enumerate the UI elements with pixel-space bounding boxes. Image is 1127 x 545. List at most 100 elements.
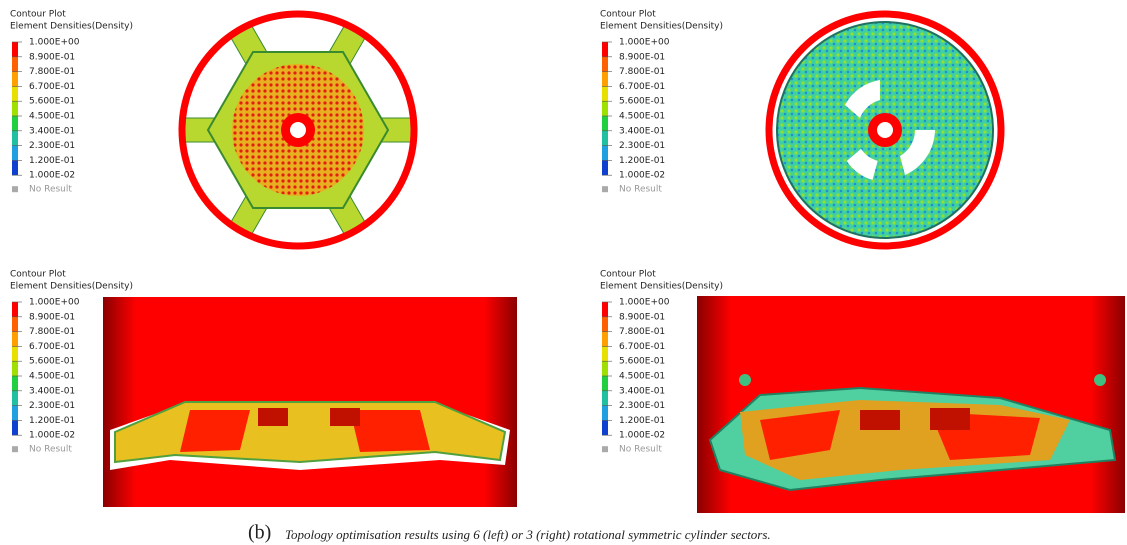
legend-label: 8.900E-01 xyxy=(29,312,75,322)
legend-label: 6.700E-01 xyxy=(619,342,665,352)
legend-label: 5.600E-01 xyxy=(29,357,75,367)
legend-subtitle: Element Densities(Density) xyxy=(600,282,723,292)
color-bar xyxy=(12,57,18,72)
legend-title: Contour Plot xyxy=(600,270,656,280)
legend-label: 1.200E-01 xyxy=(29,416,75,426)
density-plot xyxy=(182,14,414,246)
legend-label: 2.300E-01 xyxy=(619,141,665,151)
legend-label: 6.700E-01 xyxy=(619,82,665,92)
no-result-swatch xyxy=(602,446,608,452)
no-result-swatch xyxy=(602,186,608,192)
color-bar xyxy=(602,160,608,175)
legend-label: 2.300E-01 xyxy=(619,401,665,411)
density-plot xyxy=(697,296,1125,513)
color-bar xyxy=(602,42,608,57)
color-bar xyxy=(12,346,18,361)
legend-label: 3.400E-01 xyxy=(619,386,665,396)
color-bar xyxy=(602,376,608,391)
legend-label: 7.800E-01 xyxy=(619,67,665,77)
color-bar xyxy=(602,86,608,101)
legend-label: 1.200E-01 xyxy=(619,156,665,166)
color-bar xyxy=(602,346,608,361)
color-bar xyxy=(12,302,18,317)
caption-text: Topology optimisation results using 6 (l… xyxy=(285,527,771,542)
legend-label: 8.900E-01 xyxy=(619,312,665,322)
color-bar xyxy=(12,391,18,406)
color-bar xyxy=(12,101,18,116)
legend-label: 4.500E-01 xyxy=(29,112,75,122)
legend: Contour Plot Element Densities(Density) 1.… xyxy=(600,10,723,195)
legend: Contour Plot Element Densities(Density) 1.… xyxy=(10,10,133,195)
legend-title: Contour Plot xyxy=(600,10,656,20)
color-bar xyxy=(12,317,18,332)
legend-label: 7.800E-01 xyxy=(29,327,75,337)
legend-label: 1.200E-01 xyxy=(619,416,665,426)
legend-label: 2.300E-01 xyxy=(29,401,75,411)
legend-label: 6.700E-01 xyxy=(29,342,75,352)
color-bar xyxy=(602,420,608,435)
caption-label: (b) xyxy=(248,522,271,544)
legend-label: 7.800E-01 xyxy=(29,67,75,77)
legend-label: 1.000E-02 xyxy=(619,171,665,181)
color-bar xyxy=(602,391,608,406)
color-bar xyxy=(602,57,608,72)
legend-label: 7.800E-01 xyxy=(619,327,665,337)
color-bar xyxy=(602,146,608,161)
color-bar xyxy=(602,317,608,332)
legend-label: 4.500E-01 xyxy=(29,372,75,382)
color-bar xyxy=(12,420,18,435)
legend-subtitle: Element Densities(Density) xyxy=(10,22,133,32)
color-bar xyxy=(12,332,18,347)
legend-label: 8.900E-01 xyxy=(29,52,75,62)
color-bar xyxy=(602,302,608,317)
legend-label: 3.400E-01 xyxy=(619,126,665,136)
color-bar xyxy=(12,146,18,161)
legend-label: 6.700E-01 xyxy=(29,82,75,92)
color-bar xyxy=(12,116,18,131)
density-plot xyxy=(769,14,1001,246)
legend-label: 8.900E-01 xyxy=(619,52,665,62)
figure: (b) Topology optimisation results using … xyxy=(0,0,1127,545)
legend-label: 5.600E-01 xyxy=(619,357,665,367)
color-bar xyxy=(12,131,18,146)
legend-label: 1.200E-01 xyxy=(29,156,75,166)
legend-label: 1.000E-02 xyxy=(29,431,75,441)
no-result: No Result xyxy=(29,445,72,455)
color-bar xyxy=(12,160,18,175)
legend-label: 2.300E-01 xyxy=(29,141,75,151)
legend-label: 1.000E+00 xyxy=(619,298,670,308)
legend-label: 4.500E-01 xyxy=(619,372,665,382)
legend-label: 1.000E-02 xyxy=(619,431,665,441)
color-bar xyxy=(602,131,608,146)
legend-title: Contour Plot xyxy=(10,10,66,20)
legend-label: 3.400E-01 xyxy=(29,126,75,136)
legend-label: 1.000E-02 xyxy=(29,171,75,181)
color-bar xyxy=(12,406,18,421)
legend-label: 5.600E-01 xyxy=(619,97,665,107)
legend-label: 1.000E+00 xyxy=(619,38,670,48)
no-result: No Result xyxy=(619,445,662,455)
color-bar xyxy=(12,42,18,57)
color-bar xyxy=(602,361,608,376)
no-result: No Result xyxy=(619,185,662,195)
color-bar xyxy=(602,116,608,131)
legend-label: 5.600E-01 xyxy=(29,97,75,107)
legend-label: 4.500E-01 xyxy=(619,112,665,122)
legend-subtitle: Element Densities(Density) xyxy=(600,22,723,32)
legend-subtitle: Element Densities(Density) xyxy=(10,282,133,292)
color-bar xyxy=(602,101,608,116)
color-bar xyxy=(602,406,608,421)
no-result-swatch xyxy=(12,186,18,192)
legend-title: Contour Plot xyxy=(10,270,66,280)
no-result-swatch xyxy=(12,446,18,452)
color-bar xyxy=(12,361,18,376)
legend-label: 1.000E+00 xyxy=(29,38,80,48)
color-bar xyxy=(12,72,18,87)
density-plot xyxy=(103,297,517,507)
color-bar xyxy=(602,72,608,87)
color-bar xyxy=(12,376,18,391)
legend-label: 1.000E+00 xyxy=(29,298,80,308)
no-result: No Result xyxy=(29,185,72,195)
color-bar xyxy=(602,332,608,347)
legend-label: 3.400E-01 xyxy=(29,386,75,396)
